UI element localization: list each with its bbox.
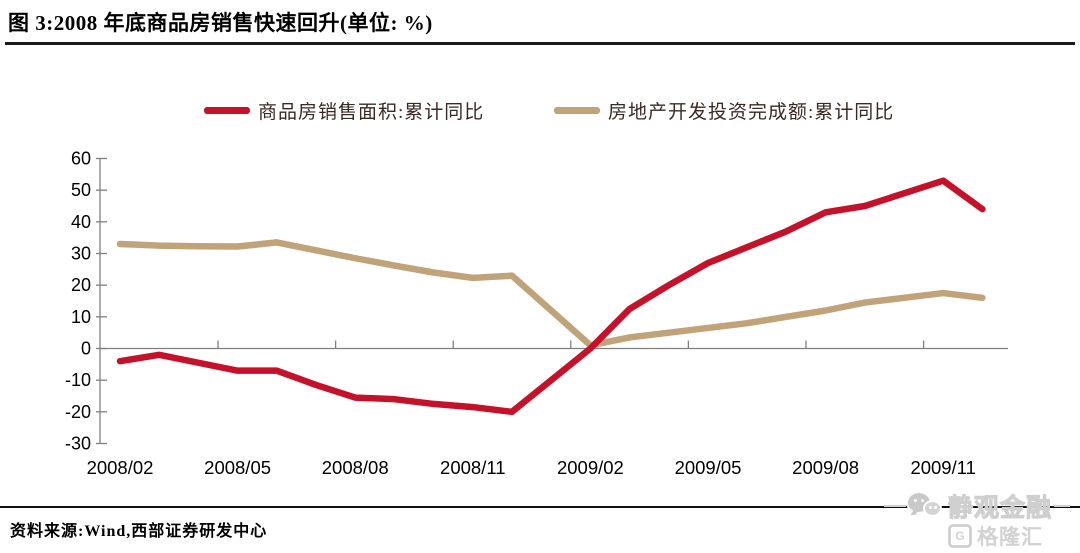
source-text: 资料来源:Wind,西部证券研发中心 — [10, 523, 268, 540]
legend-swatch-sales — [204, 106, 250, 114]
x-tick-label: 2008/05 — [204, 457, 271, 478]
x-tick-label: 2009/02 — [557, 457, 624, 478]
series-line-investment — [116, 239, 986, 349]
x-tick-label: 2009/05 — [675, 457, 742, 478]
title-underline — [5, 42, 1075, 45]
y-tick-label: 0 — [81, 339, 91, 359]
x-tick-label: 2009/11 — [910, 457, 976, 478]
legend-swatch-investment — [554, 106, 600, 114]
y-tick-label: -20 — [65, 402, 91, 422]
legend-label-sales: 商品房销售面积:累计同比 — [258, 101, 485, 123]
watermark: 静观金融 — [884, 490, 1080, 523]
x-tick-label: 2008/02 — [87, 457, 154, 478]
watermark-line-left — [884, 505, 906, 507]
x-tick-label: 2009/08 — [792, 457, 859, 478]
y-tick-label: 30 — [71, 243, 91, 263]
y-tick-label: 60 — [71, 148, 91, 168]
chart-title: 图 3:2008 年底商品房销售快速回升(单位: %) — [8, 11, 433, 35]
watermark-brand-text: 静观金融 — [947, 494, 1053, 523]
x-tick-label: 2008/08 — [322, 457, 389, 478]
gelonghui-logo-mark-icon: G — [948, 524, 972, 548]
x-tick-label: 2008/11 — [440, 457, 506, 478]
wechat-icon — [906, 491, 944, 520]
y-tick-label: 20 — [71, 275, 91, 295]
y-tick-label: -10 — [65, 370, 91, 390]
y-tick-label: -30 — [65, 434, 91, 454]
legend: 商品房销售面积:累计同比 房地产开发投资完成额:累计同比 — [0, 96, 1080, 124]
footer-rule — [0, 506, 1080, 508]
watermark-line-right — [1054, 505, 1071, 507]
series-line-sales — [116, 177, 986, 416]
legend-label-investment: 房地产开发投资完成额:累计同比 — [608, 101, 895, 123]
legend-item-investment: 房地产开发投资完成额:累计同比 — [554, 96, 894, 124]
y-tick-label: 10 — [71, 307, 91, 327]
y-tick-label: 40 — [71, 212, 91, 232]
gelonghui-logo-text: 格隆汇 — [977, 526, 1043, 549]
legend-item-sales: 商品房销售面积:累计同比 — [204, 96, 484, 124]
y-tick-label: 50 — [71, 180, 91, 200]
gelonghui-logo: G 格隆汇 — [948, 521, 1043, 551]
